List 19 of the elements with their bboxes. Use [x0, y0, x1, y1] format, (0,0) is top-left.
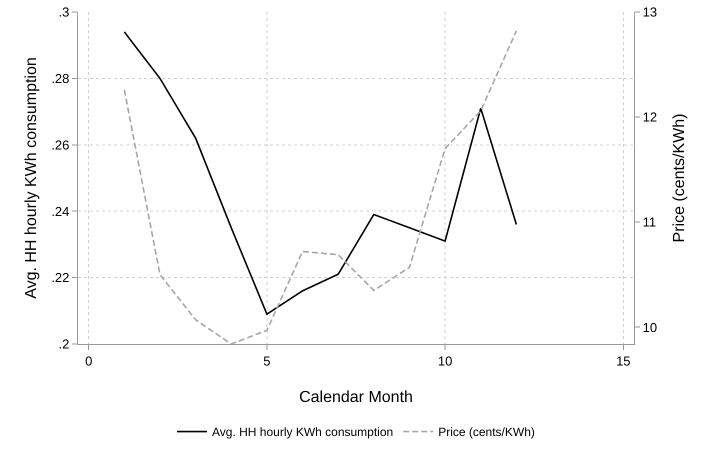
x-axis-title: Calendar Month — [299, 389, 413, 406]
y2-axis-title: Price (cents/KWh) — [671, 114, 688, 242]
legend-label: Price (cents/KWh) — [438, 425, 535, 440]
y2-tick-label: 13 — [642, 4, 658, 20]
y2-tick-label: 11 — [642, 214, 656, 230]
x-tick-label: 15 — [616, 354, 631, 369]
y2-tick-label: 10 — [642, 320, 658, 335]
y2-tick-label: 12 — [642, 110, 658, 125]
legend-label: Avg. HH hourly KWh consumption — [212, 425, 394, 440]
y-tick-label: .3 — [58, 4, 70, 20]
y-tick-label: .28 — [51, 70, 70, 86]
y-tick-label: .26 — [51, 137, 70, 152]
y-tick-label: .24 — [51, 204, 70, 219]
y-tick-label: .2 — [58, 336, 70, 352]
x-tick-label: 5 — [263, 354, 271, 369]
y-tick-label: .22 — [51, 270, 70, 286]
x-tick-label: 0 — [85, 354, 92, 369]
y-axis-title: Avg. HH hourly KWh consumption — [23, 57, 40, 299]
x-tick-label: 10 — [438, 354, 452, 369]
